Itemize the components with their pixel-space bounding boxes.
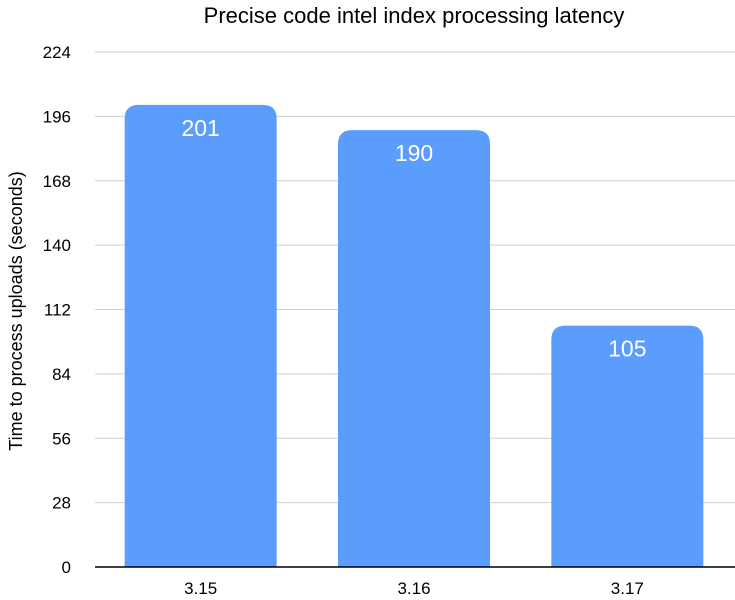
- x-tick-label: 3.17: [611, 579, 644, 598]
- y-tick-label: 56: [52, 429, 71, 448]
- y-tick-label: 28: [52, 494, 71, 513]
- y-tick-label: 224: [43, 43, 71, 62]
- chart-title: Precise code intel index processing late…: [204, 3, 625, 28]
- y-tick-label: 0: [62, 558, 71, 577]
- x-axis-ticks: 3.15 3.16 3.17: [184, 579, 644, 598]
- y-tick-label: 112: [44, 301, 71, 320]
- x-tick-label: 3.16: [397, 579, 430, 598]
- y-axis-title: Time to process uploads (seconds): [6, 171, 26, 450]
- x-tick-label: 3.15: [184, 579, 217, 598]
- y-tick-label: 140: [43, 236, 71, 255]
- bars: [124, 104, 704, 568]
- bar-3-16: [338, 130, 490, 567]
- y-tick-label: 168: [43, 172, 71, 191]
- bar-data-labels: 201 190 105: [181, 115, 646, 362]
- bar-3-15: [124, 104, 277, 568]
- bar-value-label: 190: [395, 140, 433, 166]
- y-axis-ticks: 0 28 56 84 112 140 168 196 224: [43, 43, 71, 577]
- y-tick-label: 84: [52, 365, 71, 384]
- bar-value-label: 201: [181, 115, 219, 141]
- bar-value-label: 105: [608, 336, 646, 362]
- bar-3-17: [551, 325, 704, 567]
- y-tick-label: 196: [43, 107, 71, 126]
